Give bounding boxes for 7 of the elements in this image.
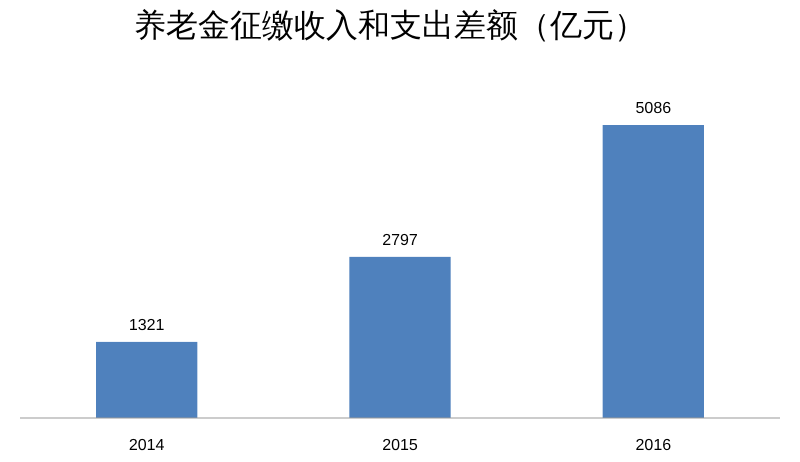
x-tick-label: 2015 bbox=[382, 437, 418, 454]
data-label: 5086 bbox=[636, 100, 672, 117]
x-tick-label: 2016 bbox=[636, 437, 672, 454]
data-label: 1321 bbox=[128, 316, 165, 334]
title: 养老金征缴收入和支出差额（亿元） bbox=[134, 6, 646, 44]
data-label: 2797 bbox=[382, 232, 418, 249]
x-tick-label: 2014 bbox=[128, 437, 165, 454]
